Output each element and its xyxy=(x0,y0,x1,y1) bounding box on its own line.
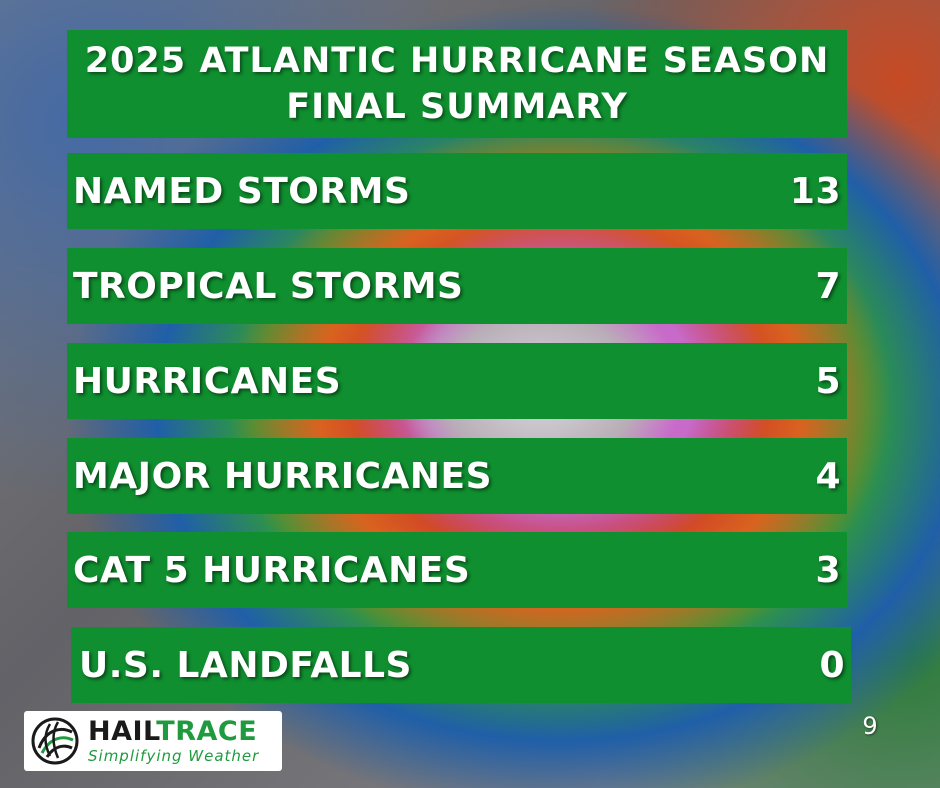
stat-row-cat5-hurricanes: CAT 5 HURRICANES 3 xyxy=(67,532,847,608)
title-line-1: 2025 ATLANTIC HURRICANE SEASON xyxy=(84,41,830,81)
stat-row-named-storms: NAMED STORMS 13 xyxy=(67,153,847,229)
logo-name-part1: HAIL xyxy=(88,716,157,747)
stat-value: 5 xyxy=(815,360,841,402)
stat-value: 3 xyxy=(815,549,841,591)
logo-tagline: Simplifying Weather xyxy=(88,747,260,765)
stat-label: HURRICANES xyxy=(73,360,342,402)
logo-name-part2: TRACE xyxy=(156,716,258,747)
stat-value: 0 xyxy=(819,644,845,686)
stat-value: 7 xyxy=(815,265,841,307)
stat-label: TROPICAL STORMS xyxy=(73,265,464,307)
stat-value: 13 xyxy=(789,170,841,212)
stat-value: 4 xyxy=(815,455,841,497)
stat-label: MAJOR HURRICANES xyxy=(73,455,493,497)
stat-label: U.S. LANDFALLS xyxy=(79,644,412,686)
stat-row-us-landfalls: U.S. LANDFALLS 0 xyxy=(71,627,851,703)
title-line-2: FINAL SUMMARY xyxy=(286,87,628,127)
stat-row-hurricanes: HURRICANES 5 xyxy=(67,343,847,419)
stat-label: CAT 5 HURRICANES xyxy=(73,549,471,591)
hailtrace-logo-icon xyxy=(24,711,86,771)
logo-wordmark: HAILTRACE xyxy=(88,717,259,747)
stat-row-tropical-storms: TROPICAL STORMS 7 xyxy=(67,248,847,324)
page-number: 9 xyxy=(862,712,878,740)
stat-label: NAMED STORMS xyxy=(73,170,411,212)
title-banner: 2025 ATLANTIC HURRICANE SEASON FINAL SUM… xyxy=(67,30,847,138)
stat-row-major-hurricanes: MAJOR HURRICANES 4 xyxy=(67,438,847,514)
hailtrace-logo: HAILTRACE Simplifying Weather xyxy=(24,711,282,771)
